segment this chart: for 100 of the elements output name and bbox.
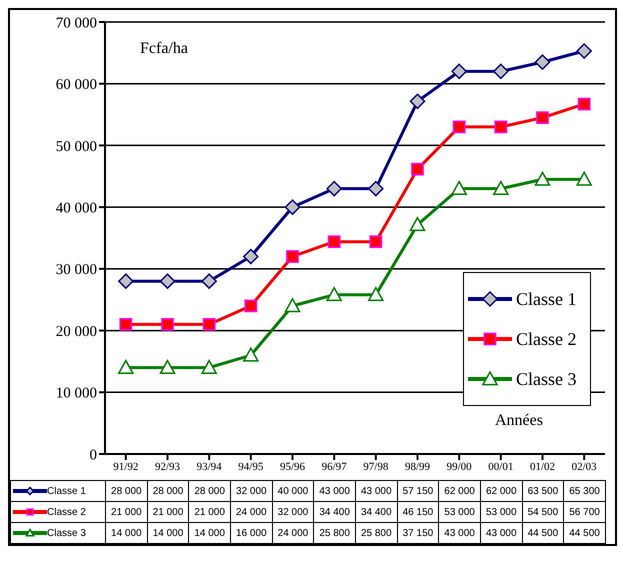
point: [326, 287, 342, 302]
data-label: 32 000: [230, 480, 272, 502]
data-label: 14 000: [188, 522, 230, 544]
point: [493, 180, 509, 195]
data-label: 63 500: [522, 480, 564, 502]
point: [493, 64, 509, 80]
point: [286, 250, 299, 263]
data-label: 16 000: [230, 522, 272, 544]
legend-label: Classe 1: [516, 288, 576, 310]
data-label: 21 000: [106, 502, 148, 522]
data-label: 44 500: [522, 522, 564, 544]
text: Classe 1: [47, 486, 86, 496]
data-label: 28 000: [147, 480, 189, 502]
data-label: 28 000: [106, 480, 148, 502]
point: [202, 318, 216, 331]
data-label: 57 150: [397, 480, 439, 502]
point: [244, 300, 258, 312]
x-tick-label: 91/92: [113, 460, 138, 473]
point: [411, 162, 424, 176]
point: [536, 111, 549, 124]
data-label: 14 000: [106, 522, 148, 544]
point: [326, 180, 342, 196]
data-label: 53 000: [480, 502, 522, 522]
point: [118, 360, 134, 374]
x-tick-label: 92/93: [154, 460, 181, 473]
point: [410, 94, 426, 110]
point: [576, 172, 592, 186]
data-label: 25 800: [355, 522, 398, 544]
point: [284, 199, 300, 215]
point: [160, 273, 176, 289]
y-tick-label: 10 000: [56, 386, 97, 402]
legend-label: Classe 2: [516, 328, 576, 350]
y-tick-label: 70 000: [56, 15, 97, 32]
point: [534, 172, 550, 186]
data-label: 46 150: [397, 502, 439, 522]
x-tick-label: 02/03: [572, 460, 598, 473]
data-label: 34 400: [355, 502, 398, 522]
point: [576, 43, 592, 59]
data-label: 65 300: [564, 480, 606, 502]
x-tick-label: 97/98: [363, 460, 389, 473]
point: [160, 360, 176, 374]
point: [451, 64, 467, 80]
point: [243, 248, 259, 264]
point: [284, 298, 300, 312]
x-tick-label: 01/02: [530, 460, 556, 473]
y-tick-label: 40 000: [56, 200, 97, 216]
data-label: 32 000: [272, 502, 314, 522]
point: [119, 318, 132, 331]
data-label: 43 000: [480, 522, 522, 544]
data-label: 62 000: [480, 480, 522, 502]
data-label: 54 500: [522, 502, 564, 522]
y-tick-label: 0: [90, 447, 97, 464]
data-label: 53 000: [438, 502, 480, 522]
data-label: 24 000: [272, 522, 314, 544]
data-label: 25 800: [314, 522, 356, 544]
y-tick-label: 60 000: [56, 77, 97, 94]
data-label: 44 500: [564, 522, 606, 544]
point: [368, 287, 384, 302]
point: [243, 348, 259, 362]
y-axis-title: Fcfa/ha: [140, 40, 188, 58]
data-label: 21 000: [188, 502, 230, 522]
data-label: 40 000: [272, 480, 314, 502]
data-label: 43 000: [438, 522, 480, 544]
data-label: 43 000: [314, 480, 356, 502]
point: [494, 120, 508, 134]
data-label: 28 000: [188, 480, 230, 502]
text: Classe 2: [47, 506, 86, 518]
data-label: 43 000: [355, 480, 398, 502]
point: [161, 318, 174, 331]
point: [201, 360, 217, 374]
data-label: 34 400: [314, 502, 356, 522]
data-label: 14 000: [147, 522, 189, 544]
y-tick-label: 30 000: [56, 262, 97, 278]
y-tick-label: 50 000: [56, 138, 97, 155]
x-tick-label: 99/00: [446, 460, 472, 473]
x-tick-label: 00/01: [488, 460, 514, 473]
data-label: 24 000: [230, 502, 272, 522]
x-tick-label: 96/97: [322, 460, 348, 473]
x-axis-title: Années: [495, 412, 543, 430]
point: [578, 98, 591, 110]
point: [369, 235, 382, 248]
data-label: 37 150: [397, 522, 439, 544]
data-label: 62 000: [438, 480, 480, 502]
point: [328, 235, 341, 248]
x-tick-label: 95/96: [280, 460, 306, 473]
point: [118, 273, 134, 289]
point: [368, 180, 384, 196]
legend-label: Classe 3: [516, 368, 576, 390]
x-tick-label: 98/99: [404, 460, 431, 473]
data-label: 56 700: [564, 502, 606, 522]
point: [451, 180, 467, 195]
x-tick-label: 93/94: [196, 460, 222, 473]
point: [452, 120, 466, 134]
data-label: 21 000: [147, 502, 189, 522]
text: Classe 3: [47, 528, 86, 538]
point: [410, 216, 426, 232]
x-tick-label: 94/95: [238, 460, 264, 473]
point: [201, 273, 217, 289]
point: [534, 54, 550, 70]
y-tick-label: 20 000: [56, 324, 97, 340]
